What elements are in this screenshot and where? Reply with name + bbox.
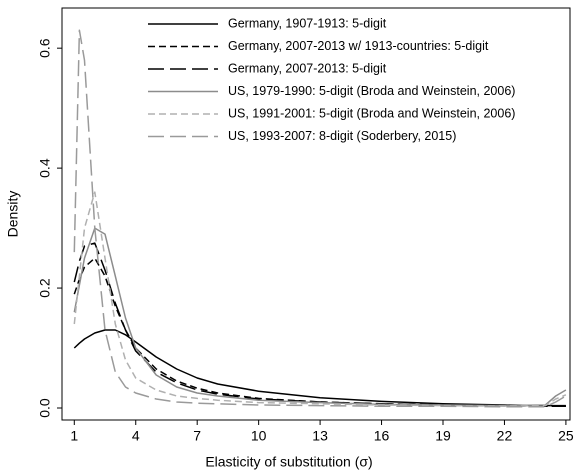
legend-label: Germany, 1907-1913: 5-digit [228,16,387,30]
plot-frame [61,7,571,421]
legend-label: US, 1993-2007: 8-digit (Soderbery, 2015) [228,129,456,143]
x-tick-label: 13 [312,428,328,444]
x-tick-label: 1 [70,428,78,444]
y-tick-label: 0.2 [37,278,53,298]
x-tick-label: 19 [435,428,451,444]
y-axis-label: Density [5,191,21,238]
y-tick-label: 0.6 [37,38,53,58]
x-tick-label: 25 [558,428,574,444]
x-tick-label: 22 [497,428,513,444]
series-line [73,242,566,407]
series-line [73,227,567,407]
legend-label: Germany, 2007-2013 w/ 1913-countries: 5-… [228,39,489,53]
x-tick-label: 10 [251,428,267,444]
legend-label: Germany, 2007-2013: 5-digit [228,61,387,75]
series-line [73,257,566,407]
series-line [73,29,567,408]
y-tick-label: 0.4 [37,158,53,178]
series-line [73,191,567,407]
series-line [73,329,566,407]
x-tick-label: 16 [374,428,390,444]
x-tick-label: 4 [132,428,140,444]
x-tick-label: 7 [193,428,201,444]
legend-label: US, 1979-1990: 5-digit (Broda and Weinst… [228,84,515,98]
y-tick-label: 0.0 [37,398,53,418]
x-axis-label: Elasticity of substitution (σ) [205,454,372,470]
legend-label: US, 1991-2001: 5-digit (Broda and Weinst… [228,106,515,120]
